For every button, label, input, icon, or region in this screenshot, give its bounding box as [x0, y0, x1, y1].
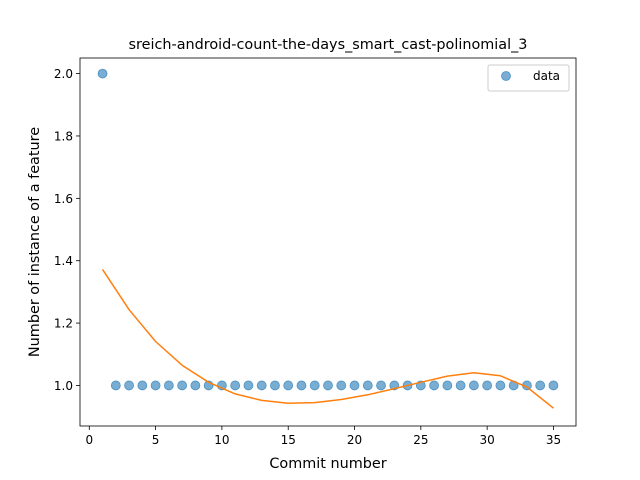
data-point — [190, 380, 201, 391]
data-point — [548, 380, 559, 391]
x-tick-label: 0 — [85, 433, 93, 447]
x-tick-label: 30 — [480, 433, 495, 447]
y-tick-label: 1.6 — [54, 192, 73, 206]
x-tick-label: 10 — [214, 433, 229, 447]
legend-marker-data — [501, 71, 511, 81]
axes-frame — [79, 57, 577, 427]
x-axis: 0 5 10 15 20 25 30 35 — [85, 426, 561, 447]
data-point — [349, 380, 360, 391]
x-axis-label: Commit number — [269, 456, 386, 472]
data-point — [177, 380, 188, 391]
data-point — [495, 380, 506, 391]
data-point — [256, 380, 267, 391]
data-point — [442, 380, 453, 391]
y-tick-label: 1.0 — [54, 379, 73, 393]
data-point — [535, 380, 546, 391]
x-tick-label: 15 — [281, 433, 296, 447]
x-tick-label: 35 — [546, 433, 561, 447]
data-point — [309, 380, 320, 391]
x-tick-label: 25 — [413, 433, 428, 447]
legend-box — [487, 64, 570, 92]
data-point — [124, 380, 134, 391]
data-point — [97, 68, 108, 79]
chart-title: sreich-android-count-the-days_smart_cast… — [129, 37, 528, 53]
y-tick-label: 2.0 — [54, 67, 73, 81]
data-point — [376, 380, 386, 391]
data-point — [468, 380, 479, 391]
legend-label-data: data — [533, 69, 560, 83]
data-point — [163, 380, 174, 391]
y-tick-label: 1.8 — [54, 129, 73, 143]
data-point — [283, 380, 294, 391]
legend: data — [487, 64, 570, 92]
data-point — [243, 380, 254, 391]
data-point — [482, 380, 493, 391]
data-point — [270, 380, 280, 391]
data-point — [150, 380, 161, 391]
data-point — [362, 380, 373, 391]
x-tick-label: 5 — [152, 433, 160, 447]
y-axis-label: Number of instance of a feature — [27, 127, 43, 357]
data-point — [110, 380, 121, 391]
data-point — [455, 380, 466, 391]
data-point — [230, 380, 241, 391]
data-point — [323, 380, 333, 391]
data-point — [336, 380, 347, 391]
x-tick-label: 20 — [347, 433, 362, 447]
fit-line — [101, 268, 554, 409]
data-point — [429, 380, 439, 391]
y-tick-label: 1.4 — [54, 254, 73, 268]
data-point — [296, 380, 307, 391]
plot-area — [97, 68, 559, 409]
y-tick-label: 1.2 — [54, 317, 73, 331]
y-axis: 1.0 1.2 1.4 1.6 1.8 2.0 — [54, 67, 80, 393]
data-point — [137, 380, 148, 391]
